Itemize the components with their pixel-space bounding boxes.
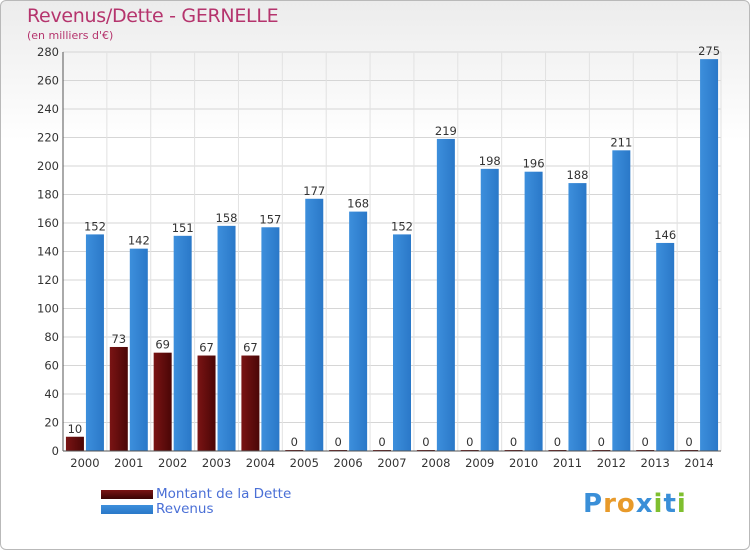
x-tick-label-2014: 2014 <box>684 456 713 470</box>
revenus-value-label-2012: 211 <box>610 135 632 149</box>
x-tick-label-2005: 2005 <box>290 456 319 470</box>
logo-letter: r <box>603 489 617 519</box>
revenus-bar-2012 <box>612 150 631 451</box>
revenus-bar-2007 <box>393 234 411 451</box>
revenus-value-label-2000: 152 <box>84 219 106 233</box>
x-tick-label-2003: 2003 <box>202 456 231 470</box>
legend-swatch-dette <box>101 490 153 499</box>
logo-letter: o <box>616 489 636 519</box>
y-tick-label: 0 <box>52 444 59 458</box>
dette-bar-2004 <box>241 355 260 451</box>
revenus-bar-2008 <box>436 138 455 452</box>
y-tick-label: 240 <box>37 102 59 116</box>
x-tick-label-2001: 2001 <box>114 456 143 470</box>
dette-value-label-2007: 0 <box>378 435 385 449</box>
y-tick-label: 60 <box>44 359 59 373</box>
x-tick-label-2013: 2013 <box>641 456 670 470</box>
dette-bar-2000 <box>65 436 84 451</box>
x-tick-label-2004: 2004 <box>246 456 275 470</box>
y-tick-label: 200 <box>37 159 59 173</box>
y-tick-label: 180 <box>37 188 59 202</box>
legend-label-dette: Montant de la Dette <box>156 486 292 502</box>
x-tick-label-2012: 2012 <box>597 456 626 470</box>
dette-value-label-2004: 67 <box>243 341 258 355</box>
revenus-bar-2002 <box>173 235 192 451</box>
revenus-value-label-2004: 157 <box>259 212 281 226</box>
y-tick-label: 20 <box>44 416 59 430</box>
revenus-value-label-2014: 275 <box>698 44 720 58</box>
dette-value-label-2001: 73 <box>111 332 126 346</box>
logo-letter: P <box>583 489 604 519</box>
revenus-value-label-2008: 219 <box>435 124 457 138</box>
legend-label-revenus: Revenus <box>156 501 214 517</box>
chart-subtitle: (en milliers d'€) <box>27 29 114 42</box>
revenus-bar-2009 <box>480 168 499 451</box>
revenus-bar-2004 <box>261 227 280 451</box>
x-tick-label-2000: 2000 <box>70 456 99 470</box>
y-tick-label: 160 <box>37 216 59 230</box>
dette-value-label-2003: 67 <box>199 341 214 355</box>
revenus-value-label-2013: 146 <box>654 228 676 242</box>
revenus-value-label-2009: 198 <box>479 154 501 168</box>
x-tick-label-2010: 2010 <box>509 456 538 470</box>
dette-bar-2002 <box>153 352 172 451</box>
revenus-value-label-2002: 151 <box>172 221 194 235</box>
y-tick-label: 100 <box>37 302 59 316</box>
dette-value-label-2006: 0 <box>334 435 341 449</box>
chart-title: Revenus/Dette - GERNELLE <box>27 5 279 27</box>
y-tick-label: 80 <box>44 330 59 344</box>
x-tick-label-2007: 2007 <box>377 456 406 470</box>
revenus-value-label-2011: 188 <box>566 168 588 182</box>
revenus-value-label-2001: 142 <box>128 234 150 248</box>
dette-value-label-2010: 0 <box>510 435 517 449</box>
dette-bar-2001 <box>109 346 128 451</box>
x-tick-label-2006: 2006 <box>333 456 362 470</box>
revenus-bar-2003 <box>217 225 236 451</box>
revenus-bar-2013 <box>656 242 675 451</box>
dette-value-label-2000: 10 <box>68 422 83 436</box>
y-tick-label: 140 <box>37 245 59 259</box>
dette-value-label-2014: 0 <box>685 435 692 449</box>
y-tick-label: 120 <box>37 273 59 287</box>
x-tick-label-2002: 2002 <box>158 456 187 470</box>
y-tick-label: 40 <box>44 387 59 401</box>
logo-letter: i <box>653 489 664 519</box>
revenus-bar-2010 <box>524 171 543 451</box>
legend-swatch-revenus <box>101 505 153 514</box>
revenus-value-label-2006: 168 <box>347 197 369 211</box>
proxiti-logo: Proxiti <box>583 489 687 519</box>
y-tick-label: 260 <box>37 74 59 88</box>
x-tick-label-2011: 2011 <box>553 456 582 470</box>
dette-value-label-2011: 0 <box>554 435 561 449</box>
revenus-value-label-2003: 158 <box>216 211 238 225</box>
dette-value-label-2005: 0 <box>291 435 298 449</box>
dette-value-label-2012: 0 <box>598 435 605 449</box>
dette-value-label-2009: 0 <box>466 435 473 449</box>
x-tick-label-2009: 2009 <box>465 456 494 470</box>
x-tick-label-2008: 2008 <box>421 456 450 470</box>
logo-letter: i <box>676 489 687 519</box>
revenus-bar-2011 <box>568 183 587 451</box>
revenus-bar-2005 <box>305 198 324 451</box>
logo-letter: x <box>635 489 654 519</box>
revenus-bar-2006 <box>349 211 368 451</box>
logo-letter: t <box>663 489 677 519</box>
revenus-value-label-2007: 152 <box>391 219 413 233</box>
revenus-bar-2001 <box>129 248 148 451</box>
dette-bar-2003 <box>197 355 216 451</box>
dette-value-label-2013: 0 <box>642 435 649 449</box>
revenus-bar-2000 <box>85 234 104 451</box>
revenus-bar-2014 <box>700 59 719 451</box>
dette-value-label-2008: 0 <box>422 435 429 449</box>
revenus-value-label-2005: 177 <box>303 184 325 198</box>
revenus-value-label-2010: 196 <box>523 157 545 171</box>
dette-value-label-2002: 69 <box>155 338 170 352</box>
y-tick-label: 220 <box>37 131 59 145</box>
y-tick-label: 280 <box>37 45 59 59</box>
